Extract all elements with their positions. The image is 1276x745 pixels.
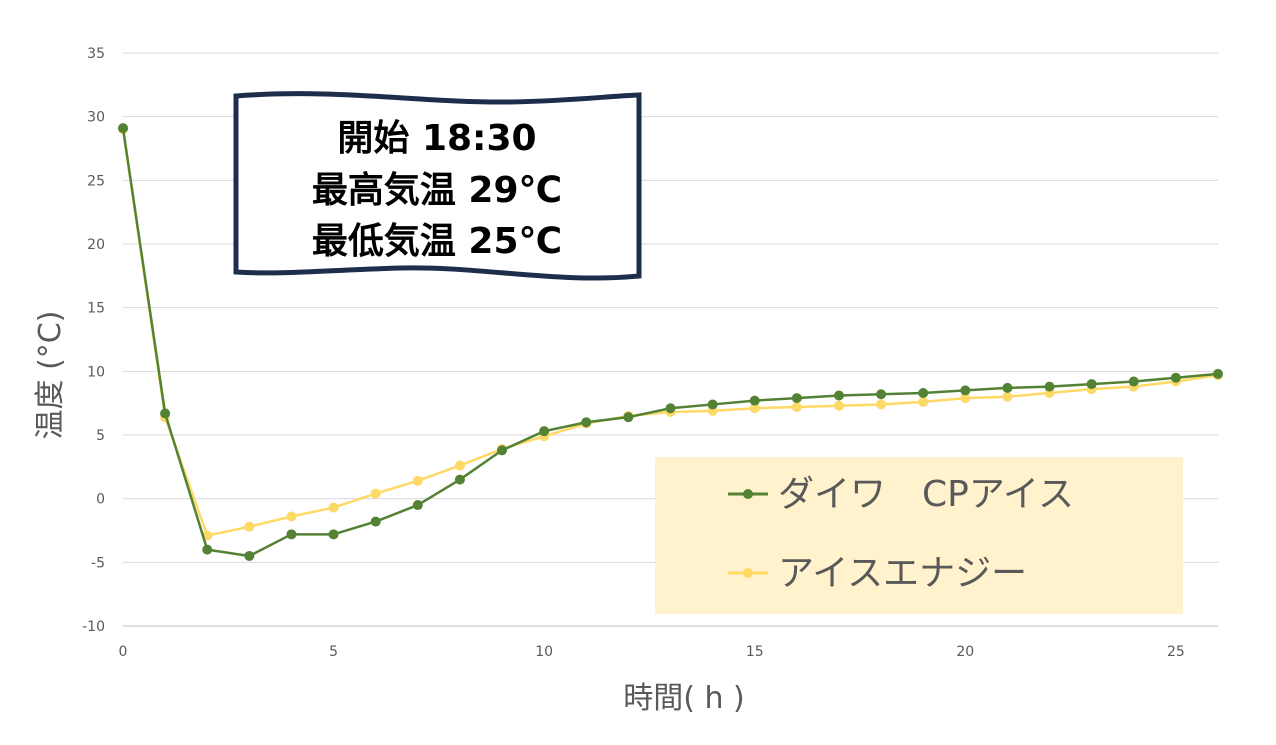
data-point bbox=[623, 412, 634, 423]
data-point bbox=[960, 385, 971, 396]
y-tick-label: 20 bbox=[87, 237, 105, 253]
legend-label-daiwa: ダイワ CPアイス bbox=[778, 474, 1074, 515]
y-tick-label: 25 bbox=[87, 173, 105, 189]
data-point bbox=[1170, 372, 1181, 383]
data-point bbox=[202, 544, 213, 555]
x-tick-labels: 0 5 10 15 20 25 bbox=[119, 644, 1185, 660]
data-point bbox=[412, 500, 423, 511]
data-point bbox=[286, 529, 297, 540]
data-point bbox=[1002, 382, 1013, 393]
data-point bbox=[1044, 381, 1055, 392]
series-layer bbox=[118, 123, 1223, 561]
x-tick-label: 15 bbox=[746, 644, 764, 660]
y-tick-label: 0 bbox=[96, 492, 105, 508]
data-point bbox=[1213, 368, 1223, 379]
data-point bbox=[244, 521, 255, 532]
data-point bbox=[160, 408, 171, 419]
legend: ダイワ CPアイス アイスエナジー bbox=[655, 457, 1183, 614]
data-point bbox=[833, 400, 844, 411]
data-point bbox=[286, 511, 297, 522]
data-point bbox=[1086, 379, 1097, 390]
data-point bbox=[876, 399, 887, 410]
y-tick-labels: -10 -5 0 5 10 15 20 25 30 35 bbox=[82, 46, 105, 635]
data-point bbox=[454, 460, 465, 471]
data-point bbox=[918, 396, 929, 407]
data-point bbox=[749, 403, 760, 414]
data-point bbox=[707, 399, 718, 410]
data-point bbox=[876, 389, 887, 400]
x-tick-label: 20 bbox=[956, 644, 974, 660]
y-tick-label: -5 bbox=[91, 555, 105, 571]
legend-label-ice-energy: アイスエナジー bbox=[778, 553, 1027, 594]
data-point bbox=[749, 395, 760, 406]
data-point bbox=[791, 393, 802, 404]
data-point bbox=[581, 417, 592, 428]
callout-line-min-temp: 最低気温 25℃ bbox=[312, 221, 562, 262]
x-tick-label: 5 bbox=[329, 644, 338, 660]
callout-line-start: 開始 18:30 bbox=[337, 118, 536, 159]
data-point bbox=[454, 474, 465, 485]
data-point bbox=[412, 475, 423, 486]
callout-box bbox=[233, 91, 642, 281]
y-tick-label: 35 bbox=[87, 46, 105, 62]
data-point bbox=[244, 550, 255, 561]
x-tick-label: 10 bbox=[535, 644, 553, 660]
legend-swatch-marker-ice-energy bbox=[743, 568, 753, 578]
data-point bbox=[918, 387, 929, 398]
x-tick-label: 0 bbox=[119, 644, 128, 660]
data-point bbox=[791, 401, 802, 412]
data-point bbox=[665, 403, 676, 414]
series-0 bbox=[118, 123, 1223, 561]
data-point bbox=[1002, 391, 1013, 402]
y-tick-label: 30 bbox=[87, 110, 105, 126]
y-tick-label: 15 bbox=[87, 301, 105, 317]
data-point bbox=[1128, 376, 1139, 387]
x-tick-label: 25 bbox=[1167, 644, 1185, 660]
y-tick-label: 10 bbox=[87, 364, 105, 380]
y-tick-label: -10 bbox=[82, 619, 105, 635]
annotation-callout: 開始 18:30 最高気温 29℃ 最低気温 25℃ bbox=[233, 91, 642, 281]
data-point bbox=[328, 529, 339, 540]
legend-swatch-marker-daiwa bbox=[743, 489, 753, 499]
data-point bbox=[497, 445, 508, 456]
data-point bbox=[539, 426, 550, 437]
y-axis-title: 温度 (°C) bbox=[33, 311, 68, 440]
callout-line-max-temp: 最高気温 29℃ bbox=[312, 170, 562, 211]
data-point bbox=[328, 502, 339, 513]
data-point bbox=[118, 123, 128, 134]
data-point bbox=[370, 516, 381, 527]
x-axis-title: 時間( h ) bbox=[623, 681, 745, 716]
y-tick-label: 5 bbox=[96, 428, 105, 444]
data-point bbox=[370, 488, 381, 499]
data-point bbox=[960, 393, 971, 404]
data-point bbox=[833, 390, 844, 401]
legend-background bbox=[655, 457, 1183, 614]
